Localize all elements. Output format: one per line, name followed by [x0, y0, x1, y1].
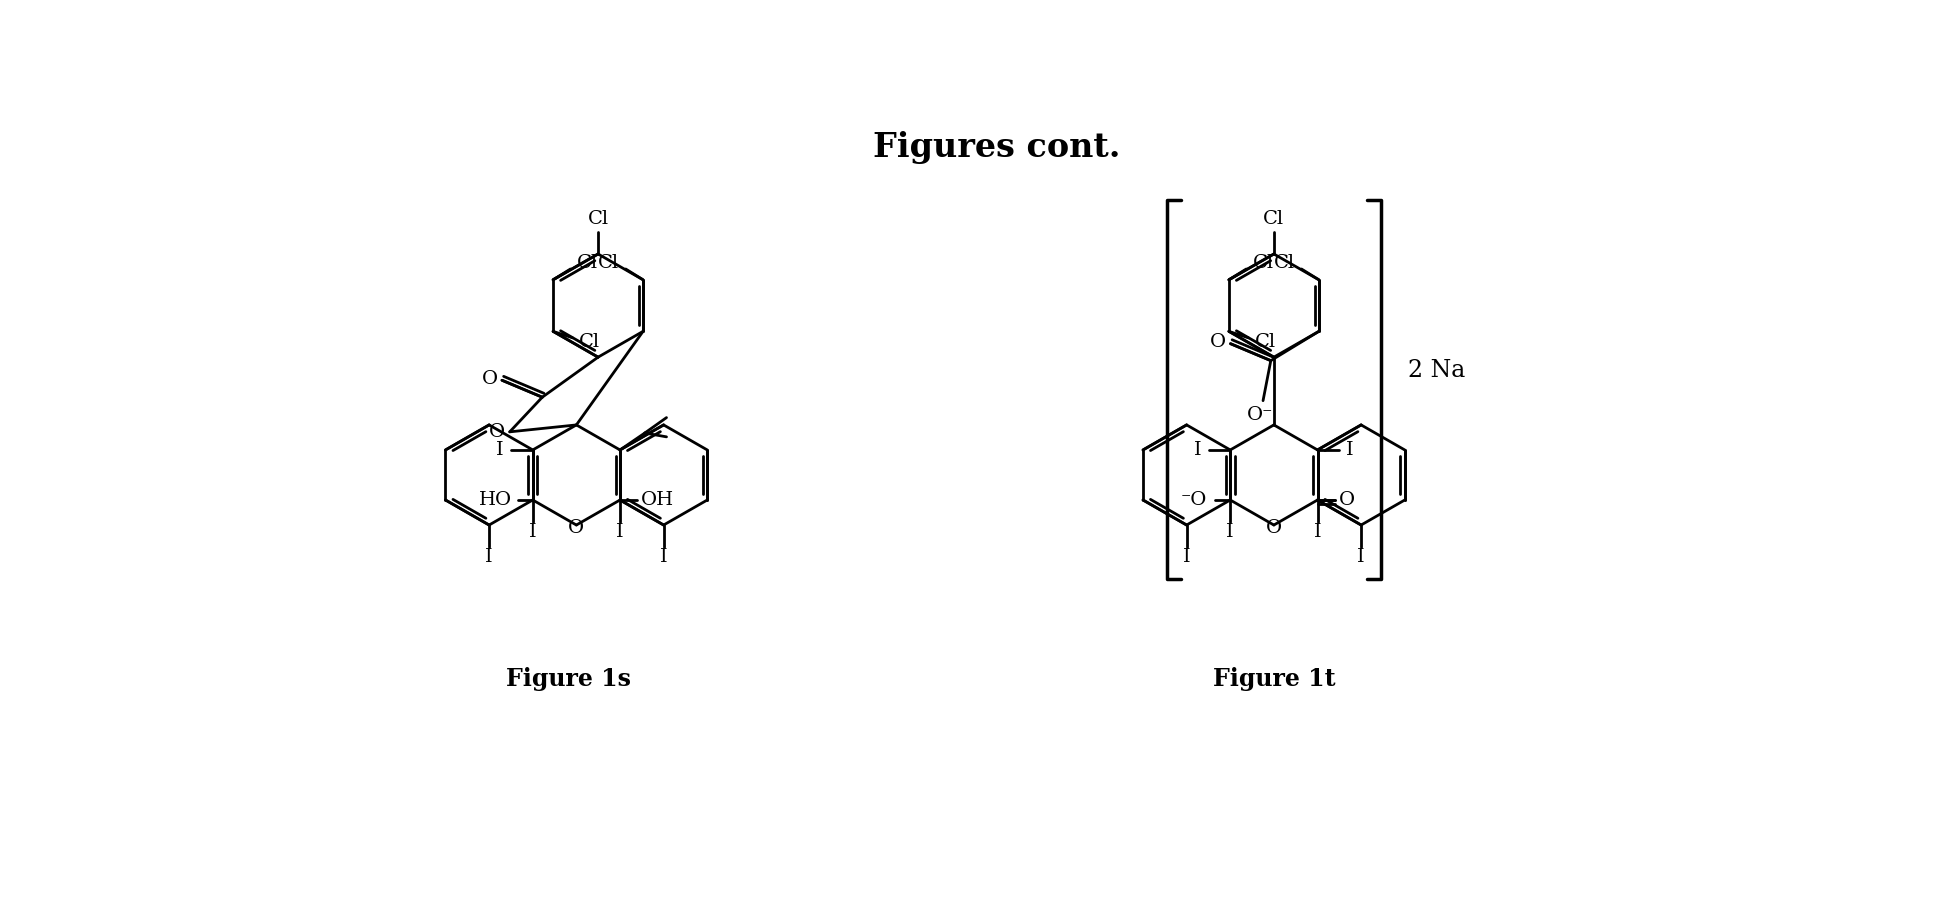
Text: I: I — [1358, 548, 1365, 567]
Text: I: I — [617, 523, 624, 541]
Text: I: I — [529, 523, 537, 541]
Text: Cl: Cl — [1264, 210, 1284, 228]
Text: I: I — [486, 548, 492, 567]
Text: O: O — [488, 423, 504, 441]
Text: I: I — [1313, 523, 1321, 541]
Text: I: I — [1346, 441, 1354, 459]
Text: Cl: Cl — [578, 254, 597, 272]
Text: Cl: Cl — [580, 332, 601, 351]
Text: ⁻O: ⁻O — [1181, 491, 1208, 509]
Text: Cl: Cl — [1255, 332, 1276, 351]
Text: OH: OH — [642, 491, 675, 509]
Text: I: I — [659, 548, 667, 567]
Text: Cl: Cl — [587, 210, 609, 228]
Text: Figure 1t: Figure 1t — [1212, 667, 1334, 691]
Text: Figure 1s: Figure 1s — [506, 667, 630, 691]
Text: O: O — [1210, 333, 1225, 351]
Text: HO: HO — [478, 491, 512, 509]
Text: I: I — [1227, 523, 1233, 541]
Text: O: O — [568, 519, 584, 537]
Text: Cl: Cl — [1253, 254, 1274, 272]
Text: O: O — [1266, 519, 1282, 537]
Text: O: O — [482, 370, 498, 388]
Text: O⁻: O⁻ — [1247, 405, 1274, 424]
Text: I: I — [1194, 441, 1202, 459]
Text: O: O — [1340, 491, 1356, 509]
Text: Figures cont.: Figures cont. — [873, 131, 1120, 164]
Text: 2 Na: 2 Na — [1408, 359, 1465, 382]
Text: I: I — [1183, 548, 1190, 567]
Text: I: I — [496, 441, 504, 459]
Text: Cl: Cl — [597, 254, 619, 272]
Text: Cl: Cl — [1274, 254, 1295, 272]
